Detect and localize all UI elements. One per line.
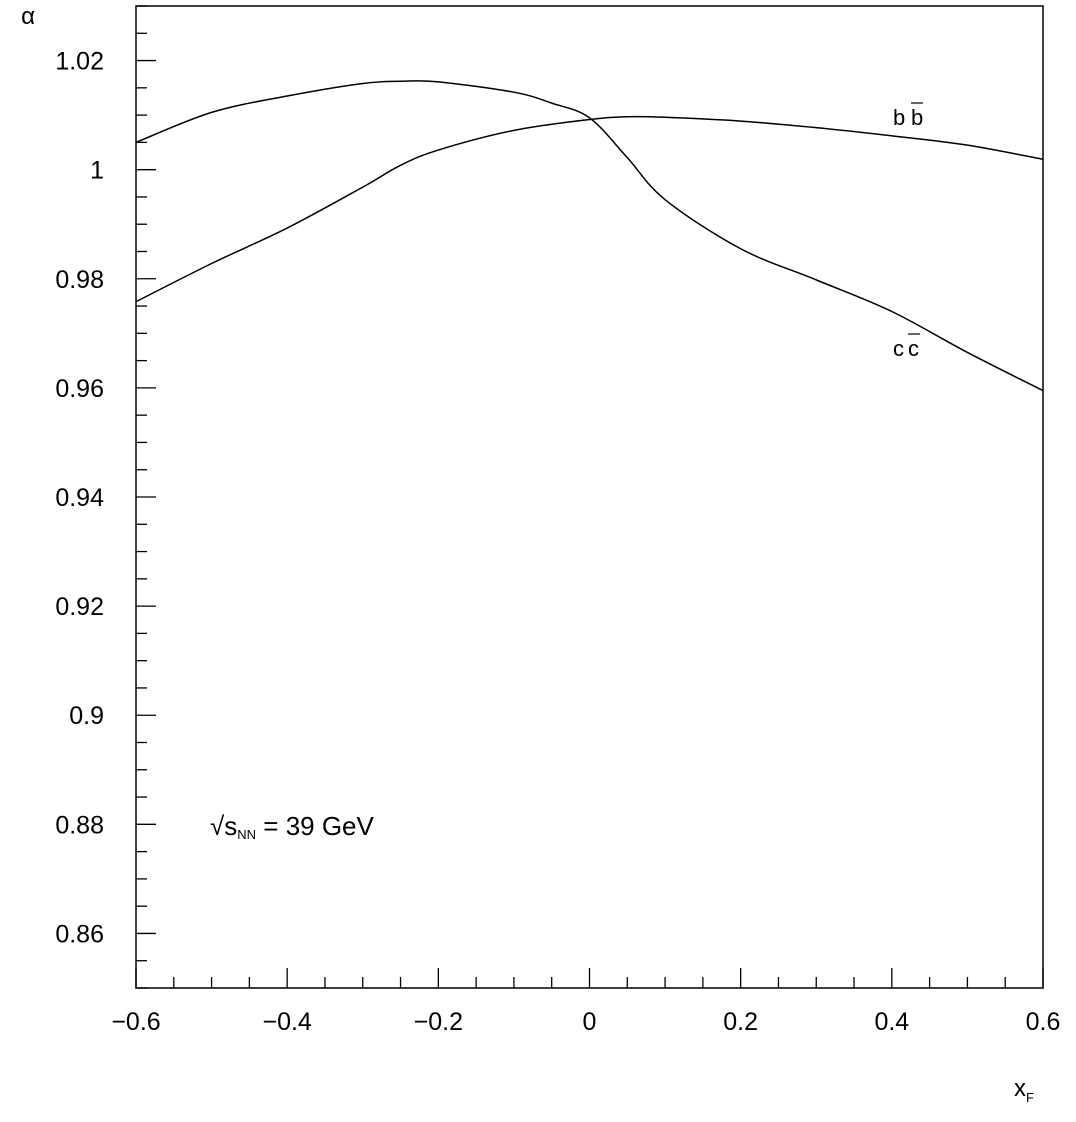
y-tick-label: 1	[90, 157, 104, 185]
x-axis-label-main: x	[1014, 1075, 1026, 1102]
axis-ticks	[135, 5, 1044, 989]
x-axis-label: xF	[1014, 1075, 1034, 1105]
y-tick-label: 0.86	[55, 920, 104, 948]
y-tick-label: 0.9	[69, 702, 104, 730]
series-label-cc-bar: c	[908, 336, 919, 361]
x-tick-label: 0.4	[874, 1008, 909, 1036]
series-lines	[135, 80, 1044, 392]
x-tick-label: −0.4	[262, 1008, 311, 1036]
series-line-cc	[135, 115, 1044, 303]
energy-annotation: √sNN = 39 GeV	[210, 811, 375, 842]
x-tick-label: 0	[583, 1008, 597, 1036]
series-label-bb-base: b	[893, 105, 905, 130]
series-line-bb	[135, 80, 1044, 392]
y-tick-label: 0.94	[55, 484, 104, 512]
y-tick-label: 1.02	[55, 48, 104, 76]
annotation-prefix: √s	[210, 811, 237, 841]
y-tick-label: 0.92	[55, 593, 104, 621]
x-tick-label: 0.2	[723, 1008, 758, 1036]
x-tick-label: −0.2	[414, 1008, 463, 1036]
series-label-cc-base: c	[893, 336, 904, 361]
annotation-suffix: = 39 GeV	[256, 811, 374, 841]
x-axis-label-sub: F	[1026, 1090, 1034, 1105]
y-tick-label: 0.88	[55, 811, 104, 839]
y-tick-label: 0.98	[55, 266, 104, 294]
tick-labels: −0.6 −0.4 −0.2 0 0.2 0.4 0.6 0.86 0.88 0.9 0.92 0.9…	[55, 48, 1060, 1036]
series-label-bb-bar: b	[911, 105, 923, 130]
y-axis-label: α	[21, 3, 35, 30]
annotation-subscript: NN	[237, 827, 256, 842]
y-tick-label: 0.96	[55, 375, 104, 403]
series-label-bb: b b	[893, 102, 923, 130]
x-tick-label: 0.6	[1026, 1008, 1061, 1036]
series-label-cc: c c	[893, 333, 920, 361]
x-tick-label: −0.6	[111, 1008, 160, 1036]
